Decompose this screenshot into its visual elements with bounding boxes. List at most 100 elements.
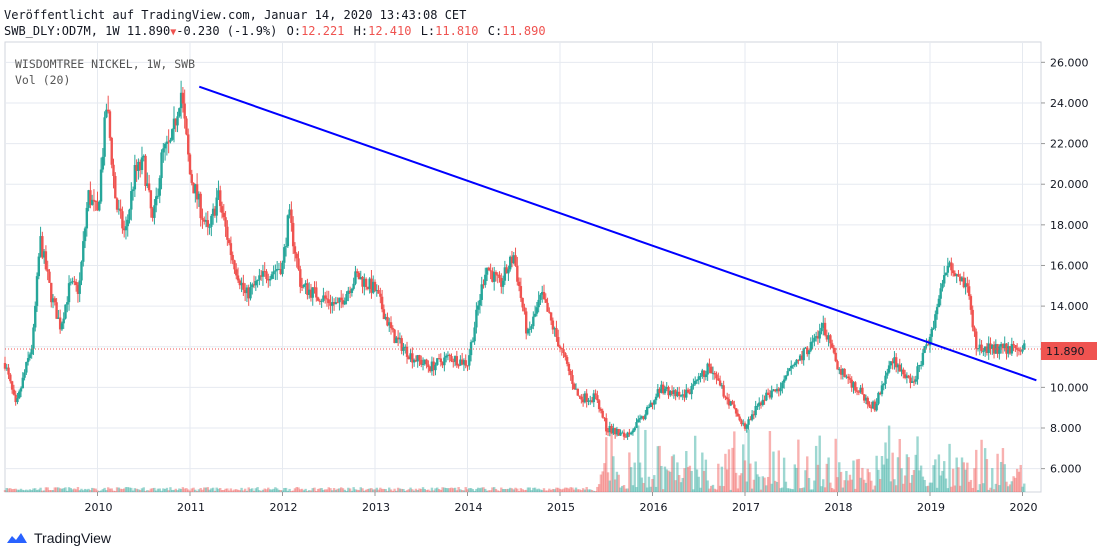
candle-body	[731, 401, 734, 405]
volume-bar	[845, 470, 848, 492]
volume-bar	[35, 489, 39, 492]
volume-bar	[185, 488, 188, 492]
candle-body	[985, 346, 989, 353]
candle-body	[549, 312, 553, 321]
candle-body	[87, 190, 90, 208]
volume-bar	[868, 472, 871, 492]
volume-bar	[181, 487, 185, 492]
candle-body	[10, 381, 14, 390]
candle-body	[57, 317, 60, 319]
volume-bar	[546, 490, 549, 492]
candle-body	[229, 243, 233, 256]
candle-body	[459, 359, 462, 366]
volume-bar	[359, 487, 362, 492]
volume-bar	[64, 487, 67, 492]
candle-body	[341, 300, 345, 305]
candle-body	[251, 284, 254, 288]
volume-bar	[804, 470, 807, 492]
volume-bar	[782, 457, 786, 492]
candle-body	[1010, 343, 1014, 354]
candle-body	[934, 314, 937, 328]
volume-bar	[850, 479, 853, 492]
volume-bar	[338, 488, 341, 492]
volume-bar	[199, 487, 202, 492]
candle-body	[14, 394, 17, 403]
volume-bar	[126, 487, 129, 492]
candle-body	[508, 256, 512, 270]
volume-bar	[834, 438, 837, 492]
footer-brand[interactable]: TradingView	[6, 530, 111, 546]
volume-bar	[261, 489, 265, 492]
candlesticks[interactable]	[3, 80, 1026, 441]
grid	[5, 42, 1041, 492]
candle-body	[231, 255, 234, 261]
candle-body	[893, 357, 896, 364]
candle-body	[496, 274, 499, 276]
trendline[interactable]	[198, 85, 1037, 382]
price-chart[interactable]: 26.000 24.000 22.000 20.000 18.000 16.000 14.0…	[0, 0, 1100, 530]
volume-bar	[562, 488, 565, 492]
candle-body	[302, 284, 306, 287]
volume-bar	[329, 488, 332, 492]
volume-bar	[569, 487, 572, 492]
candle-body	[174, 118, 177, 126]
candle-body	[178, 108, 181, 117]
volume-bar	[615, 471, 619, 492]
candle-body	[516, 265, 519, 282]
volume-bar	[263, 488, 266, 492]
volume-bar	[656, 446, 660, 492]
volume-bar	[391, 490, 394, 492]
close-value: 11.890	[502, 24, 546, 38]
x-axis[interactable]: 2010 2011 2012 2013 2014 2015 2016 2017 2018 2019…	[85, 492, 1038, 514]
candle-body	[507, 269, 510, 274]
volume-bar	[950, 486, 953, 492]
candle-body	[878, 392, 882, 395]
candle-body	[846, 376, 850, 379]
volume-bar	[597, 484, 601, 492]
candle-body	[400, 338, 403, 351]
volume-bar	[418, 488, 421, 492]
instrument-legend: WISDOMTREE NICKEL, 1W, SWB	[15, 57, 195, 71]
candle-body	[654, 396, 658, 401]
y-tick-label: 6.000	[1050, 463, 1082, 476]
volume-bar	[172, 489, 176, 492]
volume-bar	[574, 487, 578, 492]
candle-body	[279, 268, 282, 275]
volume-bar	[323, 489, 327, 492]
candle-body	[340, 297, 343, 301]
candle-body	[711, 372, 715, 374]
volume-bar	[101, 489, 105, 492]
volume-bar	[887, 425, 891, 492]
volume-bar	[119, 488, 122, 492]
volume-bar	[281, 490, 284, 492]
candle-body	[845, 376, 848, 378]
volume-bar	[710, 485, 713, 492]
volume-bar	[473, 490, 476, 492]
candle-body	[896, 364, 900, 368]
candle-body	[405, 346, 409, 357]
candle-body	[971, 309, 974, 328]
candle-body	[877, 392, 880, 404]
volume-bar	[729, 489, 732, 492]
candle-body	[437, 358, 441, 360]
volume-bar	[247, 487, 250, 492]
candle-body	[446, 354, 450, 356]
y-axis[interactable]: 26.000 24.000 22.000 20.000 18.000 16.000 14.0…	[1041, 56, 1089, 476]
volume-bar	[30, 490, 33, 492]
candle-body	[66, 302, 69, 305]
volume-bar	[706, 480, 709, 492]
candle-body	[957, 274, 960, 277]
candle-body	[804, 347, 807, 349]
volume-bar	[711, 484, 715, 492]
candle-body	[144, 155, 147, 186]
volume-bar	[613, 479, 617, 492]
volume-bar	[37, 489, 40, 492]
volume-bar	[92, 488, 96, 492]
candle-body	[761, 399, 764, 405]
volume-bar	[934, 459, 937, 492]
candle-body	[859, 387, 862, 393]
candle-body	[1001, 344, 1005, 349]
volume-bar	[105, 490, 108, 492]
candle-body	[220, 206, 224, 213]
candle-body	[875, 403, 878, 411]
